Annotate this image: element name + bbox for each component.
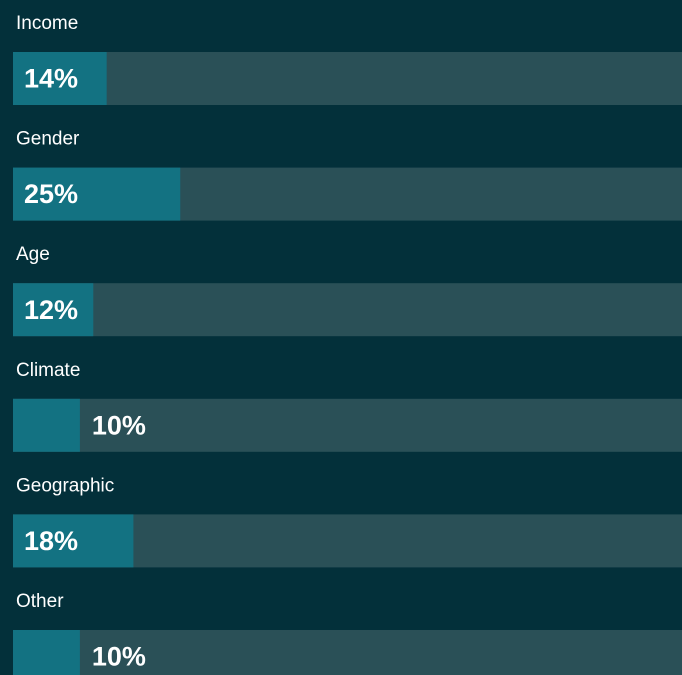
value-label: 25% — [24, 179, 78, 209]
bar — [13, 398, 80, 452]
value-label: 12% — [24, 295, 78, 325]
bar — [13, 283, 94, 337]
value-label: 10% — [92, 642, 146, 672]
category-label: Climate — [16, 360, 80, 381]
category-label: Gender — [16, 129, 80, 150]
category-label: Other — [16, 591, 64, 612]
category-label: Income — [16, 13, 78, 34]
track — [13, 630, 682, 675]
track — [13, 398, 682, 452]
bar — [13, 167, 181, 221]
track — [13, 52, 682, 105]
category-label: Geographic — [16, 475, 114, 496]
bar — [13, 514, 134, 568]
bar — [13, 630, 80, 675]
value-label: 14% — [24, 64, 78, 94]
value-label: 18% — [24, 526, 78, 556]
category-label: Age — [16, 244, 50, 265]
track — [13, 283, 682, 337]
value-label: 10% — [92, 410, 146, 440]
bar — [13, 52, 107, 105]
